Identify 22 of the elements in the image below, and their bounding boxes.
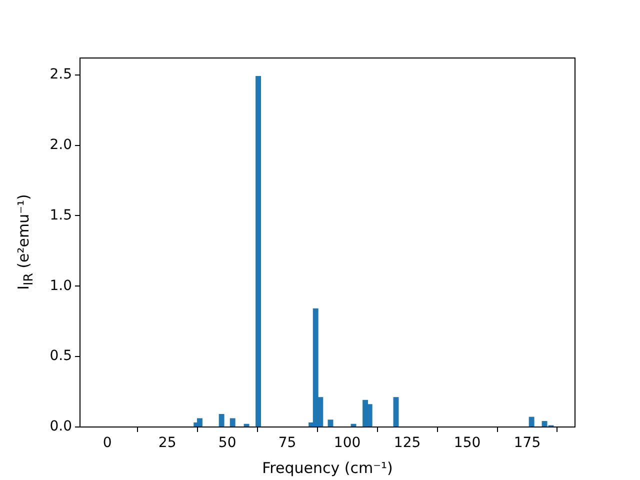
y-tick-label: 0.5 [50,348,72,364]
x-tick-label: 75 [278,435,296,452]
y-tick-label: 2.0 [50,136,72,153]
bar [197,418,202,427]
x-tick-label: 25 [158,435,176,452]
x-tick-label: 125 [394,435,421,452]
x-tick-label: 50 [218,435,236,452]
bar [393,397,399,427]
x-tick-label: 0 [102,435,112,452]
bar [366,404,372,427]
x-tick-label: 175 [514,435,541,452]
y-tick-label: 2.5 [50,66,72,83]
bar [256,76,262,427]
y-tick-label: 1.5 [50,207,72,224]
bar [528,416,534,427]
y-tick-label: 1.0 [50,278,72,294]
x-tick-label: 100 [334,435,361,452]
x-axis-title: Frequency (cm⁻¹) [261,458,394,478]
bar [230,418,236,427]
y-tick-label: 0.0 [50,418,72,435]
x-tick-label: 150 [454,435,481,452]
bar [218,414,224,427]
